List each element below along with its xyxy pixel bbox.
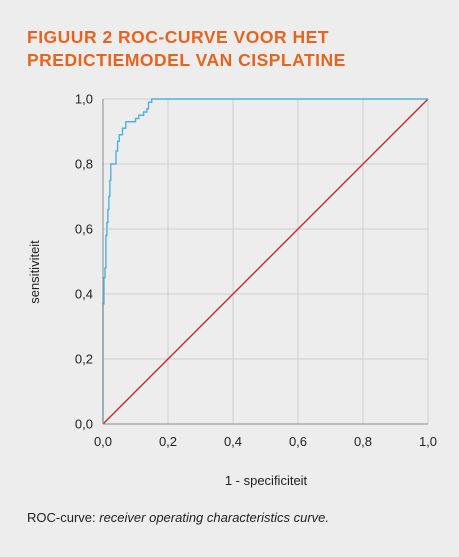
y-tick-label: 1,0 bbox=[75, 92, 93, 107]
figure-title-line-2: PREDICTIEMODEL VAN CISPLATINE bbox=[27, 50, 346, 70]
x-tick-label: 0,2 bbox=[159, 434, 177, 449]
y-tick-label: 0,6 bbox=[75, 222, 93, 237]
x-tick-label: 0,6 bbox=[289, 434, 307, 449]
y-tick-label: 0,4 bbox=[75, 287, 93, 302]
caption-italic: receiver operating characteristics curve… bbox=[99, 510, 329, 525]
caption-prefix: ROC-curve: bbox=[27, 510, 100, 525]
roc-series bbox=[102, 98, 428, 424]
x-tick-label: 0,0 bbox=[94, 434, 112, 449]
y-tick-label: 0,0 bbox=[75, 417, 93, 432]
y-tick-labels: 0,0 0,2 0,4 0,6 0,8 1,0 bbox=[75, 92, 93, 432]
reference-diagonal-line bbox=[102, 98, 429, 425]
x-tick-labels: 0,0 0,2 0,4 0,6 0,8 1,0 bbox=[94, 434, 437, 449]
x-axis-label: 1 - specificiteit bbox=[225, 473, 308, 488]
axes bbox=[102, 99, 428, 425]
x-tick-label: 0,4 bbox=[224, 434, 242, 449]
y-tick-label: 0,8 bbox=[75, 157, 93, 172]
x-tick-label: 1,0 bbox=[419, 434, 437, 449]
roc-curve-line bbox=[102, 98, 428, 424]
diagonal-series bbox=[102, 98, 429, 425]
figure-caption: ROC-curve: receiver operating characteri… bbox=[27, 510, 329, 525]
figure-title: FIGUUR 2 ROC-CURVE VOOR HET PREDICTIEMOD… bbox=[27, 26, 447, 72]
x-tick-label: 0,8 bbox=[354, 434, 372, 449]
figure-title-line-1: FIGUUR 2 ROC-CURVE VOOR HET bbox=[27, 27, 329, 47]
y-tick-label: 0,2 bbox=[75, 352, 93, 367]
y-axis-label: sensitiviteit bbox=[27, 240, 42, 304]
